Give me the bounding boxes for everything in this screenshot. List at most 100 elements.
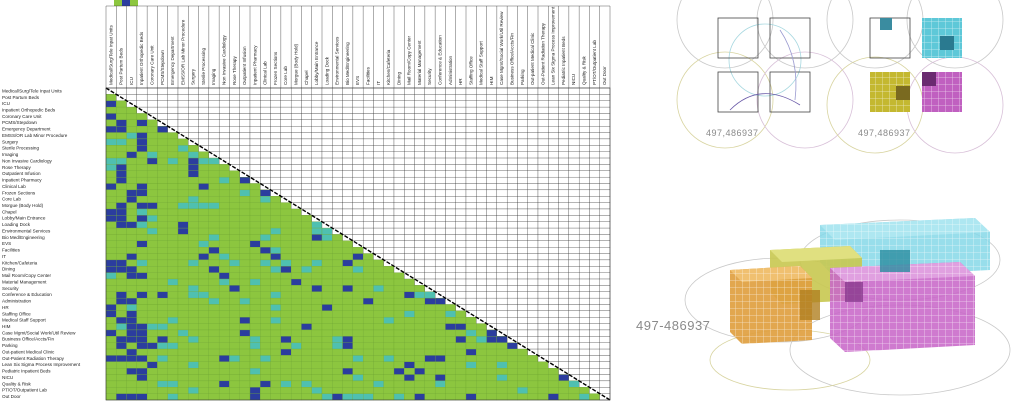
matrix-cell — [548, 106, 559, 114]
matrix-cell — [548, 138, 559, 146]
matrix-cell — [301, 272, 312, 280]
matrix-cell — [198, 138, 210, 146]
matrix-cell — [146, 297, 158, 305]
matrix-cell — [445, 215, 456, 222]
matrix-cell — [373, 176, 384, 184]
matrix-cell — [455, 183, 467, 191]
matrix-cell — [589, 323, 600, 331]
matrix-cell — [301, 278, 312, 286]
matrix-cell — [301, 317, 312, 324]
matrix-cell — [321, 266, 333, 273]
matrix-cell — [177, 126, 189, 133]
matrix-cell — [496, 278, 508, 286]
matrix-cell — [301, 170, 312, 178]
matrix-cell — [208, 132, 220, 140]
matrix-cell — [188, 278, 199, 286]
matrix-cell — [465, 87, 477, 95]
matrix-cell — [126, 94, 138, 101]
matrix-cell — [517, 183, 528, 191]
matrix-cell — [198, 119, 210, 127]
matrix-cell — [476, 259, 487, 267]
matrix-cell — [311, 387, 323, 394]
matrix-cell — [188, 119, 199, 127]
matrix-cell — [496, 196, 508, 203]
matrix-cell — [404, 215, 415, 222]
matrix-cell — [486, 329, 498, 337]
matrix-cell — [486, 253, 498, 261]
matrix-cell — [517, 304, 528, 312]
matrix-cell — [455, 348, 467, 356]
matrix-cell — [527, 380, 539, 388]
matrix-cell — [578, 266, 590, 273]
matrix-cell — [599, 227, 611, 235]
matrix-cell — [434, 208, 446, 216]
matrix-cell — [537, 317, 549, 324]
matrix-cell — [321, 323, 333, 331]
matrix-cell — [301, 329, 312, 337]
matrix-cell — [290, 208, 302, 216]
matrix-cell — [188, 272, 199, 280]
matrix-cell — [486, 100, 498, 108]
matrix-cell — [578, 323, 590, 331]
matrix-cell — [167, 176, 179, 184]
matrix-cell — [393, 323, 405, 331]
matrix-cell — [188, 170, 199, 178]
matrix-cell — [177, 342, 189, 350]
column-label: ICU — [129, 77, 134, 85]
row-label: Staffing Office — [2, 311, 31, 316]
matrix-cell — [476, 304, 487, 312]
matrix-cell — [568, 170, 580, 178]
matrix-cell — [393, 113, 405, 120]
matrix-cell — [157, 106, 168, 114]
matrix-cell — [548, 126, 559, 133]
matrix-cell — [270, 183, 282, 191]
matrix-cell — [342, 106, 354, 114]
matrix-cell — [393, 157, 405, 165]
matrix-cell — [342, 285, 354, 292]
matrix-cell — [476, 278, 487, 286]
matrix-cell — [537, 387, 549, 394]
matrix-cell — [496, 208, 508, 216]
matrix-cell — [249, 215, 261, 222]
matrix-cell — [208, 183, 220, 191]
matrix-cell — [352, 234, 364, 241]
matrix-cell — [455, 100, 467, 108]
matrix-cell — [208, 157, 220, 165]
matrix-cell — [146, 253, 158, 261]
matrix-cell — [136, 202, 148, 210]
matrix-cell — [558, 272, 570, 280]
matrix-cell — [352, 259, 364, 267]
column-label: PT/OT/Outpatient Lab — [592, 40, 597, 85]
matrix-cell — [311, 297, 323, 305]
matrix-cell — [527, 317, 539, 324]
matrix-cell — [383, 189, 395, 197]
matrix-cell — [249, 336, 261, 343]
matrix-cell — [362, 113, 374, 120]
matrix-cell — [599, 342, 611, 350]
matrix-cell — [568, 176, 580, 184]
matrix-cell — [136, 208, 148, 216]
matrix-cell — [455, 215, 467, 222]
matrix-cell — [434, 183, 446, 191]
matrix-cell — [198, 380, 210, 388]
matrix-cell — [198, 126, 210, 133]
matrix-cell — [208, 100, 220, 108]
matrix-cell — [404, 87, 415, 95]
matrix-cell — [537, 183, 549, 191]
matrix-cell — [332, 138, 343, 146]
matrix-cell — [558, 304, 570, 312]
matrix-cell — [270, 297, 282, 305]
matrix-cell — [321, 272, 333, 280]
matrix-cell — [434, 113, 446, 120]
matrix-cell — [434, 336, 446, 343]
matrix-cell — [589, 285, 600, 292]
matrix-cell — [527, 291, 539, 299]
matrix-cell — [136, 240, 148, 248]
matrix-cell — [126, 317, 138, 324]
matrix-cell — [404, 196, 415, 203]
matrix-cell — [496, 94, 508, 101]
matrix-cell — [548, 208, 559, 216]
matrix-cell — [229, 272, 240, 280]
matrix-cell — [188, 374, 199, 382]
column-label: Out Door — [602, 66, 607, 85]
